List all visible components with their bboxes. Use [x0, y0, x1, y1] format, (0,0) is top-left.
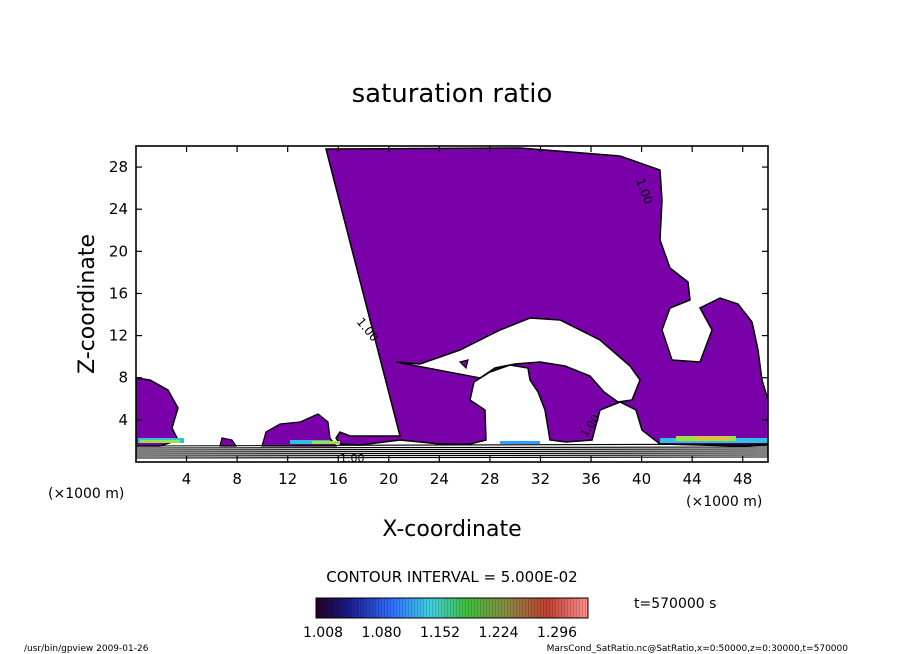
contour-interval: CONTOUR INTERVAL = 5.000E-02	[326, 568, 577, 586]
x-axis: 4 8 12 16 20 24 28 32 36 40 44 48	[182, 146, 752, 488]
x-tick-label: 40	[632, 470, 651, 488]
x-tick-label: 44	[683, 470, 702, 488]
low-level-color-bands	[138, 436, 768, 444]
colorbar-ticks: 1.008 1.080 1.152 1.224 1.296	[303, 625, 577, 641]
y-tick-label: 28	[109, 158, 128, 176]
x-tick-label: 12	[278, 470, 297, 488]
x-tick-label: 28	[480, 470, 499, 488]
x-tick-label: 36	[581, 470, 600, 488]
y-axis-label: Z-coordinate	[75, 234, 100, 374]
y-tick-label: 16	[109, 284, 128, 302]
colorbar-tick-label: 1.080	[361, 625, 401, 641]
x-tick-label: 20	[379, 470, 398, 488]
colorbar-tick-label: 1.008	[303, 625, 343, 641]
contour-label-4: 1.00	[340, 452, 365, 465]
plot-area: 1.00 1.00 1.00 1.00	[136, 147, 768, 465]
x-tick-label: 32	[531, 470, 550, 488]
colorbar	[315, 597, 589, 619]
x-tick-label: 4	[182, 470, 192, 488]
footer-left: /usr/bin/gpview 2009-01-26	[24, 644, 149, 654]
saturation-region-left	[136, 377, 180, 447]
y-tick-label: 8	[118, 369, 128, 387]
x-tick-label: 16	[329, 470, 348, 488]
y-tick-label: 4	[118, 411, 128, 429]
time-label: t=570000 s	[634, 596, 716, 612]
y-tick-label: 24	[109, 200, 128, 218]
y-axis: 4 8 12 16 20 24 28	[109, 158, 768, 429]
x-axis-label: X-coordinate	[382, 517, 521, 542]
x-unit-right: (×1000 m)	[686, 494, 762, 510]
contour-lines-bottom	[136, 443, 768, 459]
saturation-region-main	[325, 147, 768, 447]
y-tick-label: 20	[109, 242, 128, 260]
x-unit-left: (×1000 m)	[48, 486, 124, 502]
colorbar-tick-label: 1.152	[420, 625, 460, 641]
plot-frame	[135, 145, 769, 463]
colorbar-tick-label: 1.296	[537, 625, 577, 641]
x-tick-label: 24	[430, 470, 449, 488]
x-tick-label: 48	[733, 470, 752, 488]
footer-right: MarsCond_SatRatio.nc@SatRatio,x=0:50000,…	[547, 644, 849, 654]
x-tick-label: 8	[232, 470, 242, 488]
chart-title: saturation ratio	[352, 79, 553, 109]
colorbar-tick-label: 1.224	[478, 625, 518, 641]
y-tick-label: 12	[109, 327, 128, 345]
